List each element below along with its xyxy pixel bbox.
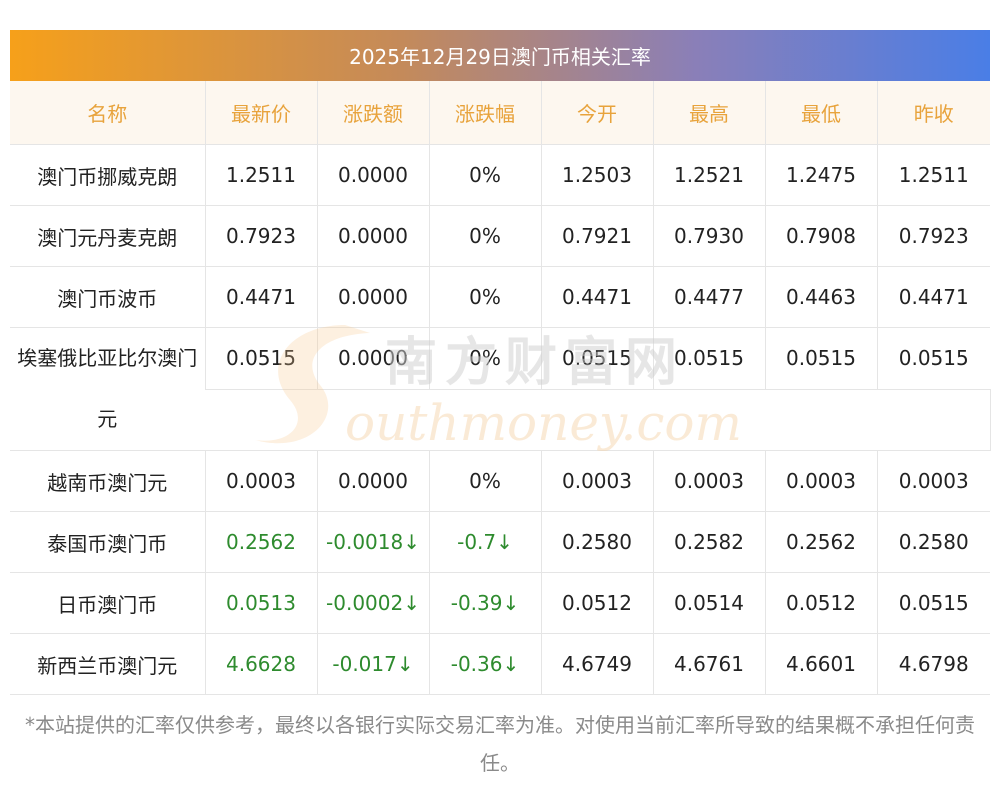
cell-open: 0.0515 xyxy=(540,327,653,390)
cell-high: 0.0514 xyxy=(652,572,765,634)
cell-open: 0.7921 xyxy=(540,205,653,267)
column-header-open: 今开 xyxy=(540,81,653,145)
cell-latest: 0.0515 xyxy=(204,327,317,390)
exchange-rate-table: 名称 最新价 涨跌额 涨跌幅 今开 最高 最低 昨收 澳门币挪威克朗 1.251… xyxy=(10,81,991,695)
cell-high: 0.7930 xyxy=(652,205,765,267)
cell-change-pct: 0% xyxy=(428,450,541,512)
cell-name: 澳门币挪威克朗 xyxy=(10,144,205,206)
cell-open: 0.0003 xyxy=(540,450,653,512)
cell-low: 0.7908 xyxy=(764,205,877,267)
cell-change-pct: 0% xyxy=(428,327,541,390)
cell-latest: 0.4471 xyxy=(204,266,317,328)
cell-prev-close: 0.0515 xyxy=(876,327,990,390)
cell-change-pct: 0% xyxy=(428,266,541,328)
cell-high: 0.0003 xyxy=(652,450,765,512)
empty-cell xyxy=(205,389,991,451)
cell-name: 泰国币澳门币 xyxy=(10,511,205,573)
cell-name: 埃塞俄比亚比尔澳门元 xyxy=(10,327,205,451)
cell-latest: 0.0003 xyxy=(204,450,317,512)
cell-prev-close: 4.6798 xyxy=(876,633,990,695)
table-row: 埃塞俄比亚比尔澳门元 0.0515 0.0000 0% 0.0515 0.051… xyxy=(10,327,990,451)
cell-prev-close: 0.0515 xyxy=(876,572,990,634)
cell-name: 澳门元丹麦克朗 xyxy=(10,205,205,267)
cell-open: 0.2580 xyxy=(540,511,653,573)
cell-high: 4.6761 xyxy=(652,633,765,695)
column-header-change: 涨跌额 xyxy=(316,81,429,145)
cell-high: 1.2521 xyxy=(652,144,765,206)
table-row: 澳门元丹麦克朗 0.7923 0.0000 0% 0.7921 0.7930 0… xyxy=(10,205,990,267)
cell-latest: 0.7923 xyxy=(204,205,317,267)
cell-latest: 0.2562 xyxy=(204,511,317,573)
cell-prev-close: 0.7923 xyxy=(876,205,990,267)
cell-change: -0.0018↓ xyxy=(316,511,429,573)
disclaimer-text: *本站提供的汇率仅供参考，最终以各银行实际交易汇率为准。对使用当前汇率所导致的结… xyxy=(25,713,975,775)
cell-low: 0.0003 xyxy=(764,450,877,512)
cell-name: 日币澳门币 xyxy=(10,572,205,634)
cell-latest: 1.2511 xyxy=(204,144,317,206)
cell-prev-close: 1.2511 xyxy=(876,144,990,206)
cell-name: 澳门币波币 xyxy=(10,266,205,328)
cell-latest: 0.0513 xyxy=(204,572,317,634)
cell-low: 0.2562 xyxy=(764,511,877,573)
column-header-change-pct: 涨跌幅 xyxy=(428,81,541,145)
cell-prev-close: 0.4471 xyxy=(876,266,990,328)
cell-name: 新西兰币澳门元 xyxy=(10,633,205,695)
cell-open: 0.0512 xyxy=(540,572,653,634)
cell-change: 0.0000 xyxy=(316,266,429,328)
cell-high: 0.4477 xyxy=(652,266,765,328)
cell-change-pct: -0.39↓ xyxy=(428,572,541,634)
table-row-spacer xyxy=(10,389,991,451)
cell-low: 0.0515 xyxy=(764,327,877,390)
cell-high: 0.0515 xyxy=(652,327,765,390)
cell-change: 0.0000 xyxy=(316,327,429,390)
cell-change: 0.0000 xyxy=(316,450,429,512)
cell-change: 0.0000 xyxy=(316,205,429,267)
table-header-row: 名称 最新价 涨跌额 涨跌幅 今开 最高 最低 昨收 xyxy=(10,81,990,145)
cell-low: 0.0512 xyxy=(764,572,877,634)
page-title: 2025年12月29日澳门币相关汇率 xyxy=(10,30,990,81)
cell-low: 4.6601 xyxy=(764,633,877,695)
cell-low: 0.4463 xyxy=(764,266,877,328)
column-header-high: 最高 xyxy=(652,81,765,145)
column-header-low: 最低 xyxy=(764,81,877,145)
cell-prev-close: 0.2580 xyxy=(876,511,990,573)
cell-latest: 4.6628 xyxy=(204,633,317,695)
table-row: 日币澳门币 0.0513 -0.0002↓ -0.39↓ 0.0512 0.05… xyxy=(10,572,990,634)
cell-low: 1.2475 xyxy=(764,144,877,206)
table-row: 澳门币挪威克朗 1.2511 0.0000 0% 1.2503 1.2521 1… xyxy=(10,144,990,206)
column-header-name: 名称 xyxy=(10,81,205,145)
cell-name: 越南币澳门元 xyxy=(10,450,205,512)
cell-change: -0.017↓ xyxy=(316,633,429,695)
table-row: 泰国币澳门币 0.2562 -0.0018↓ -0.7↓ 0.2580 0.25… xyxy=(10,511,990,573)
table-row: 澳门币波币 0.4471 0.0000 0% 0.4471 0.4477 0.4… xyxy=(10,266,990,328)
cell-open: 1.2503 xyxy=(540,144,653,206)
cell-prev-close: 0.0003 xyxy=(876,450,990,512)
cell-open: 0.4471 xyxy=(540,266,653,328)
cell-change: 0.0000 xyxy=(316,144,429,206)
column-header-prev-close: 昨收 xyxy=(876,81,990,145)
cell-change-pct: 0% xyxy=(428,205,541,267)
table-row: 越南币澳门元 0.0003 0.0000 0% 0.0003 0.0003 0.… xyxy=(10,450,990,512)
cell-high: 0.2582 xyxy=(652,511,765,573)
table-row: 新西兰币澳门元 4.6628 -0.017↓ -0.36↓ 4.6749 4.6… xyxy=(10,633,990,695)
cell-change-pct: -0.36↓ xyxy=(428,633,541,695)
column-header-latest: 最新价 xyxy=(204,81,317,145)
cell-change-pct: -0.7↓ xyxy=(428,511,541,573)
cell-change: -0.0002↓ xyxy=(316,572,429,634)
cell-change-pct: 0% xyxy=(428,144,541,206)
cell-open: 4.6749 xyxy=(540,633,653,695)
